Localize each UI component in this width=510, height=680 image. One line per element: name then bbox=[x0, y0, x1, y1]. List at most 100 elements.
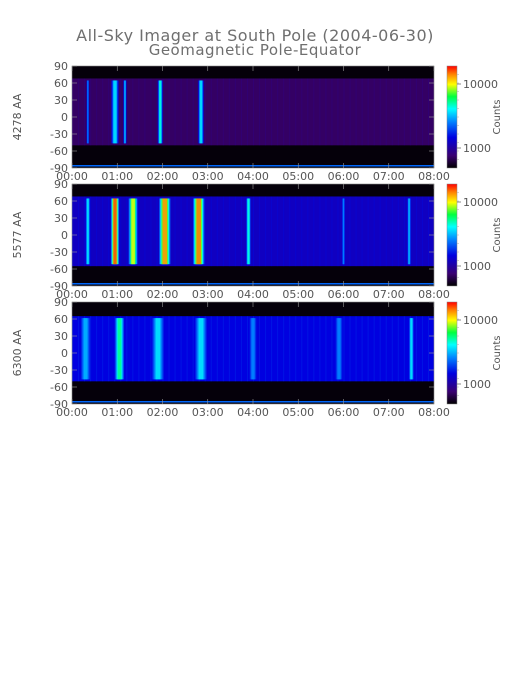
striation bbox=[295, 78, 297, 146]
striation bbox=[361, 196, 363, 267]
x-tick-label: 05:00 bbox=[282, 170, 314, 183]
y-axis-label: 5577 AA bbox=[11, 211, 24, 258]
activity-streak-4 bbox=[162, 198, 168, 265]
striation bbox=[283, 316, 285, 382]
striation bbox=[96, 196, 98, 267]
activity-streak-6 bbox=[337, 318, 341, 380]
y-tick-label: -60 bbox=[50, 381, 68, 394]
striation bbox=[289, 196, 291, 267]
activity-streak-2 bbox=[117, 318, 122, 380]
striation bbox=[421, 316, 423, 382]
striation bbox=[126, 196, 128, 267]
striation bbox=[138, 316, 140, 382]
striation bbox=[385, 78, 387, 146]
striation bbox=[367, 196, 369, 267]
striation bbox=[253, 78, 254, 146]
striation bbox=[138, 196, 140, 267]
striation bbox=[216, 316, 218, 382]
x-tick-label: 06:00 bbox=[328, 288, 360, 301]
striation bbox=[373, 78, 375, 146]
activity-streak-3 bbox=[124, 80, 126, 144]
striation bbox=[283, 78, 285, 146]
x-tick-label: 01:00 bbox=[101, 170, 133, 183]
striation bbox=[240, 196, 242, 267]
striation bbox=[150, 196, 152, 267]
colorbar-label: Counts bbox=[492, 100, 503, 135]
striation bbox=[277, 196, 279, 267]
striation bbox=[265, 196, 267, 267]
striation bbox=[427, 316, 429, 382]
striation bbox=[174, 196, 176, 267]
striation bbox=[96, 316, 98, 382]
activity-streak-6 bbox=[247, 198, 250, 265]
striation bbox=[228, 78, 230, 146]
striation bbox=[72, 316, 73, 382]
striation bbox=[180, 316, 182, 382]
striation bbox=[259, 196, 261, 267]
striation bbox=[367, 316, 369, 382]
striation bbox=[180, 196, 182, 267]
striation bbox=[343, 316, 345, 382]
y-tick-label: 30 bbox=[54, 330, 68, 343]
striation bbox=[192, 316, 194, 382]
striation bbox=[391, 78, 393, 146]
striation bbox=[228, 316, 230, 382]
striation bbox=[379, 316, 381, 382]
striation bbox=[313, 196, 315, 267]
striation bbox=[403, 78, 405, 146]
x-tick-label: 03:00 bbox=[192, 170, 224, 183]
activity-streak-3 bbox=[155, 318, 161, 380]
striation bbox=[337, 196, 339, 267]
activity-streak-1 bbox=[83, 318, 88, 380]
colorbar bbox=[446, 301, 458, 405]
striation bbox=[331, 316, 333, 382]
x-tick-label: 07:00 bbox=[373, 406, 405, 419]
striation bbox=[90, 78, 92, 146]
striation bbox=[234, 196, 236, 267]
striation bbox=[271, 196, 273, 267]
activity-streak-4 bbox=[159, 80, 162, 144]
striation bbox=[301, 196, 303, 267]
y-tick-label: 90 bbox=[54, 178, 68, 191]
striation bbox=[355, 196, 357, 267]
striation bbox=[325, 316, 327, 382]
striation bbox=[222, 78, 224, 146]
x-tick-label: 04:00 bbox=[237, 170, 269, 183]
colorbar-tick-label: 10000 bbox=[463, 78, 498, 91]
striation bbox=[349, 196, 351, 267]
striation bbox=[204, 78, 206, 146]
striation bbox=[174, 78, 176, 146]
striation bbox=[427, 78, 429, 146]
striation bbox=[210, 316, 212, 382]
x-tick-label: 01:00 bbox=[101, 288, 133, 301]
striation bbox=[240, 78, 242, 146]
striation bbox=[259, 316, 261, 382]
striation bbox=[102, 316, 104, 382]
y-tick-label: -30 bbox=[50, 246, 68, 259]
striation bbox=[355, 316, 357, 382]
x-tick-label: 06:00 bbox=[328, 170, 360, 183]
striation bbox=[301, 78, 303, 146]
striation bbox=[385, 316, 387, 382]
colorbar-label: Counts bbox=[492, 336, 503, 371]
activity-streak-2 bbox=[113, 198, 117, 265]
striation bbox=[222, 196, 224, 267]
x-tick-label: 08:00 bbox=[418, 288, 450, 301]
striation bbox=[168, 78, 170, 146]
colorbar-tick-label: 10000 bbox=[463, 314, 498, 327]
striation bbox=[234, 78, 236, 146]
striation bbox=[379, 78, 381, 146]
striation bbox=[156, 196, 158, 267]
striation bbox=[90, 196, 92, 267]
x-tick-label: 08:00 bbox=[418, 406, 450, 419]
striation bbox=[108, 316, 110, 382]
colorbar-label: Counts bbox=[492, 218, 503, 253]
striation bbox=[349, 316, 351, 382]
x-tick-label: 00:00 bbox=[56, 288, 88, 301]
y-tick-label: -90 bbox=[50, 398, 68, 411]
x-tick-label: 01:00 bbox=[101, 406, 133, 419]
striation bbox=[108, 196, 110, 267]
y-tick-label: 30 bbox=[54, 94, 68, 107]
y-tick-label: 90 bbox=[54, 60, 68, 73]
x-tick-label: 05:00 bbox=[282, 288, 314, 301]
